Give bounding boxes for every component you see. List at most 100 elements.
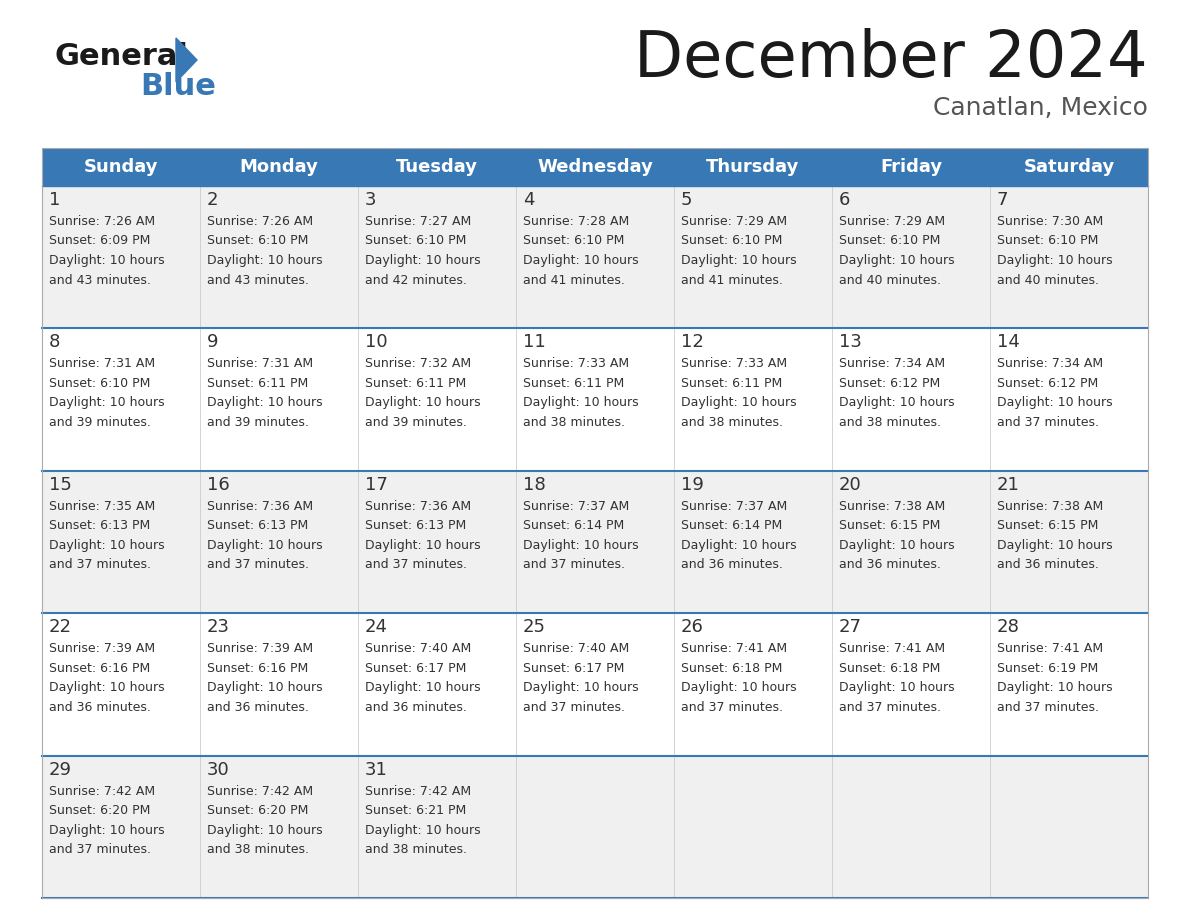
Bar <box>42 148 1148 898</box>
Text: Sunset: 6:10 PM: Sunset: 6:10 PM <box>997 234 1099 248</box>
Text: and 36 minutes.: and 36 minutes. <box>839 558 941 571</box>
Text: Sunrise: 7:39 AM: Sunrise: 7:39 AM <box>207 643 314 655</box>
Text: Sunset: 6:18 PM: Sunset: 6:18 PM <box>681 662 783 675</box>
Text: and 40 minutes.: and 40 minutes. <box>839 274 941 286</box>
Text: Daylight: 10 hours: Daylight: 10 hours <box>207 539 323 552</box>
Text: and 42 minutes.: and 42 minutes. <box>365 274 467 286</box>
Text: Daylight: 10 hours: Daylight: 10 hours <box>681 254 797 267</box>
Text: Daylight: 10 hours: Daylight: 10 hours <box>49 397 165 409</box>
Text: and 37 minutes.: and 37 minutes. <box>365 558 467 571</box>
Text: Sunrise: 7:26 AM: Sunrise: 7:26 AM <box>49 215 156 228</box>
Text: Sunrise: 7:34 AM: Sunrise: 7:34 AM <box>839 357 946 370</box>
Text: and 37 minutes.: and 37 minutes. <box>681 700 783 713</box>
Text: Daylight: 10 hours: Daylight: 10 hours <box>207 823 323 836</box>
Text: Sunset: 6:14 PM: Sunset: 6:14 PM <box>681 520 782 532</box>
Text: Sunrise: 7:28 AM: Sunrise: 7:28 AM <box>523 215 630 228</box>
Text: Sunrise: 7:29 AM: Sunrise: 7:29 AM <box>839 215 946 228</box>
Text: Daylight: 10 hours: Daylight: 10 hours <box>365 397 481 409</box>
Text: Sunset: 6:12 PM: Sunset: 6:12 PM <box>997 377 1098 390</box>
Text: Sunrise: 7:41 AM: Sunrise: 7:41 AM <box>839 643 946 655</box>
Text: Canatlan, Mexico: Canatlan, Mexico <box>933 96 1148 120</box>
Text: and 37 minutes.: and 37 minutes. <box>207 558 309 571</box>
Text: Sunset: 6:09 PM: Sunset: 6:09 PM <box>49 234 151 248</box>
Text: Daylight: 10 hours: Daylight: 10 hours <box>49 539 165 552</box>
Text: Sunset: 6:11 PM: Sunset: 6:11 PM <box>523 377 624 390</box>
Bar <box>42 613 1148 756</box>
Text: Daylight: 10 hours: Daylight: 10 hours <box>997 539 1113 552</box>
Text: Sunrise: 7:41 AM: Sunrise: 7:41 AM <box>997 643 1104 655</box>
Text: Blue: Blue <box>140 72 216 101</box>
Text: 1: 1 <box>49 191 61 209</box>
Text: Daylight: 10 hours: Daylight: 10 hours <box>207 681 323 694</box>
Text: Daylight: 10 hours: Daylight: 10 hours <box>681 539 797 552</box>
Text: Daylight: 10 hours: Daylight: 10 hours <box>523 254 639 267</box>
Bar <box>42 329 1148 471</box>
Text: and 43 minutes.: and 43 minutes. <box>207 274 309 286</box>
Text: and 37 minutes.: and 37 minutes. <box>997 700 1099 713</box>
Text: Daylight: 10 hours: Daylight: 10 hours <box>207 397 323 409</box>
Text: and 40 minutes.: and 40 minutes. <box>997 274 1099 286</box>
Text: Daylight: 10 hours: Daylight: 10 hours <box>365 823 481 836</box>
Text: Sunset: 6:12 PM: Sunset: 6:12 PM <box>839 377 940 390</box>
Text: Sunrise: 7:39 AM: Sunrise: 7:39 AM <box>49 643 156 655</box>
Text: Sunrise: 7:42 AM: Sunrise: 7:42 AM <box>207 785 314 798</box>
Text: 13: 13 <box>839 333 861 352</box>
Text: Sunset: 6:17 PM: Sunset: 6:17 PM <box>523 662 625 675</box>
Text: and 38 minutes.: and 38 minutes. <box>207 843 309 856</box>
Text: 30: 30 <box>207 761 229 778</box>
Text: 2: 2 <box>207 191 219 209</box>
Text: and 37 minutes.: and 37 minutes. <box>523 558 625 571</box>
Text: 19: 19 <box>681 476 703 494</box>
Text: and 39 minutes.: and 39 minutes. <box>365 416 467 429</box>
Text: Sunset: 6:20 PM: Sunset: 6:20 PM <box>207 804 309 817</box>
Text: Sunrise: 7:29 AM: Sunrise: 7:29 AM <box>681 215 788 228</box>
Text: Daylight: 10 hours: Daylight: 10 hours <box>997 397 1113 409</box>
Text: 15: 15 <box>49 476 72 494</box>
Text: 31: 31 <box>365 761 387 778</box>
Text: Sunset: 6:16 PM: Sunset: 6:16 PM <box>207 662 308 675</box>
Text: Sunrise: 7:33 AM: Sunrise: 7:33 AM <box>523 357 630 370</box>
Text: and 37 minutes.: and 37 minutes. <box>49 558 151 571</box>
Text: Sunset: 6:13 PM: Sunset: 6:13 PM <box>49 520 150 532</box>
Bar <box>42 148 1148 186</box>
Text: Sunset: 6:13 PM: Sunset: 6:13 PM <box>365 520 466 532</box>
Text: 24: 24 <box>365 618 388 636</box>
Text: 8: 8 <box>49 333 61 352</box>
Text: Tuesday: Tuesday <box>396 158 478 176</box>
Text: Daylight: 10 hours: Daylight: 10 hours <box>839 254 955 267</box>
Text: Sunset: 6:10 PM: Sunset: 6:10 PM <box>681 234 783 248</box>
Text: Sunset: 6:13 PM: Sunset: 6:13 PM <box>207 520 308 532</box>
Text: Sunrise: 7:42 AM: Sunrise: 7:42 AM <box>365 785 472 798</box>
Text: and 37 minutes.: and 37 minutes. <box>49 843 151 856</box>
Text: 11: 11 <box>523 333 545 352</box>
Text: Daylight: 10 hours: Daylight: 10 hours <box>207 254 323 267</box>
Text: Sunrise: 7:35 AM: Sunrise: 7:35 AM <box>49 499 156 513</box>
Text: 18: 18 <box>523 476 545 494</box>
Text: and 36 minutes.: and 36 minutes. <box>681 558 783 571</box>
Text: Sunset: 6:19 PM: Sunset: 6:19 PM <box>997 662 1098 675</box>
Text: Monday: Monday <box>240 158 318 176</box>
Text: and 37 minutes.: and 37 minutes. <box>997 416 1099 429</box>
Text: Daylight: 10 hours: Daylight: 10 hours <box>839 539 955 552</box>
Text: General: General <box>55 42 189 71</box>
Text: and 39 minutes.: and 39 minutes. <box>49 416 151 429</box>
Text: 16: 16 <box>207 476 229 494</box>
Text: Sunrise: 7:36 AM: Sunrise: 7:36 AM <box>365 499 472 513</box>
Text: Daylight: 10 hours: Daylight: 10 hours <box>49 681 165 694</box>
Text: Sunrise: 7:38 AM: Sunrise: 7:38 AM <box>997 499 1104 513</box>
Text: Sunset: 6:14 PM: Sunset: 6:14 PM <box>523 520 624 532</box>
Text: and 36 minutes.: and 36 minutes. <box>997 558 1099 571</box>
Text: Sunset: 6:20 PM: Sunset: 6:20 PM <box>49 804 151 817</box>
Text: 12: 12 <box>681 333 703 352</box>
Text: and 37 minutes.: and 37 minutes. <box>523 700 625 713</box>
Text: Sunset: 6:10 PM: Sunset: 6:10 PM <box>207 234 309 248</box>
Text: Sunset: 6:10 PM: Sunset: 6:10 PM <box>365 234 467 248</box>
Text: 10: 10 <box>365 333 387 352</box>
Text: 29: 29 <box>49 761 72 778</box>
Text: Sunset: 6:18 PM: Sunset: 6:18 PM <box>839 662 941 675</box>
Text: Sunset: 6:16 PM: Sunset: 6:16 PM <box>49 662 150 675</box>
Text: Sunrise: 7:26 AM: Sunrise: 7:26 AM <box>207 215 314 228</box>
Text: and 37 minutes.: and 37 minutes. <box>839 700 941 713</box>
Bar <box>42 186 1148 329</box>
Text: Daylight: 10 hours: Daylight: 10 hours <box>997 254 1113 267</box>
